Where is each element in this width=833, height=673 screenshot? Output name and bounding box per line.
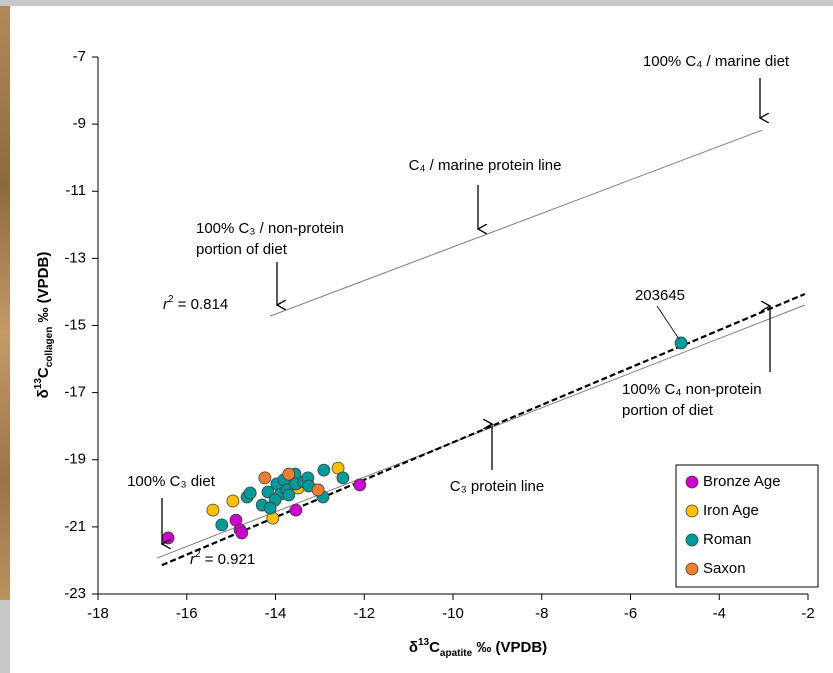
data-point (258, 471, 272, 485)
x-tick-label: -4 (713, 605, 726, 622)
axis-label-part: δ (409, 639, 418, 656)
x-tick-label: -2 (801, 605, 814, 622)
data-point (261, 485, 275, 499)
axis-label-part: C (35, 367, 52, 378)
top-bar (0, 0, 833, 6)
axis-label: δ13Capatite ‰ (VPDB) (409, 637, 547, 659)
x-tick-label: -10 (442, 605, 464, 622)
data-point (282, 467, 296, 481)
annotation: portion of diet (622, 402, 714, 419)
annotation: portion of diet (196, 241, 288, 258)
axis-label-part: ‰ (VPDB) (472, 639, 547, 656)
y-tick-label: -21 (64, 518, 86, 535)
r-value: = 0.814 (174, 296, 229, 313)
legend-swatch (685, 475, 699, 489)
r-value: = 0.921 (201, 551, 256, 568)
y-tick-label: -9 (73, 115, 86, 132)
x-tick-label: -6 (624, 605, 637, 622)
axis-label-part: apatite (440, 648, 473, 659)
legend-swatch (685, 533, 699, 547)
y-tick-label: -11 (65, 182, 86, 199)
data-point (226, 494, 240, 508)
annotation: C₃ protein line (450, 478, 545, 495)
axis-label-part: C (429, 639, 440, 656)
background-strip (0, 600, 10, 673)
x-tick-label: -12 (353, 605, 375, 622)
y-tick-label: -19 (64, 451, 86, 468)
x-tick-label: -8 (535, 605, 548, 622)
r-symbol: r (163, 296, 169, 313)
trend-line (161, 292, 806, 567)
annotation: 100% C₃ diet (127, 473, 216, 490)
background-strip (0, 6, 10, 600)
annotation-leader (656, 305, 680, 340)
data-point (243, 486, 257, 500)
y-tick-label: -7 (73, 48, 86, 65)
axis-label-part: 13 (418, 637, 430, 648)
legend-label: Iron Age (703, 502, 759, 519)
data-point (206, 503, 220, 517)
data-point (353, 478, 367, 492)
data-point (263, 501, 277, 515)
annotation: 100% C₄ non-protein (622, 381, 762, 398)
annotation: C₄ / marine protein line (409, 157, 562, 174)
annotation: 203645 (635, 287, 685, 304)
y-tick-label: -23 (64, 585, 86, 602)
legend-label: Bronze Age (703, 473, 781, 490)
axis-label-part: δ (35, 389, 52, 398)
legend-box (675, 464, 819, 588)
axis-label: δ13Ccollagen ‰ (VPDB) (33, 252, 55, 399)
axis-label-part: collagen (44, 327, 55, 368)
data-point (289, 503, 303, 517)
r-squared-label: r2 = 0.921 (190, 549, 255, 568)
data-point (235, 526, 249, 540)
axis-label-part: ‰ (VPDB) (35, 252, 52, 327)
data-point (336, 471, 350, 485)
y-tick-label: -15 (64, 316, 86, 333)
trend-line (269, 129, 763, 317)
r-squared-label: r2 = 0.814 (163, 294, 228, 313)
data-point (282, 488, 296, 502)
x-tick-label: -18 (87, 605, 109, 622)
annotation: 100% C₃ / non-protein (196, 220, 344, 237)
r-exponent: 2 (195, 549, 201, 560)
data-point (317, 463, 331, 477)
data-point (161, 531, 175, 545)
r-symbol: r (190, 551, 196, 568)
axis-label-part: 13 (33, 378, 44, 390)
legend-label: Saxon (703, 560, 746, 577)
legend-label: Roman (703, 531, 751, 548)
data-point (215, 518, 229, 532)
data-point (674, 336, 688, 350)
r-exponent: 2 (168, 294, 174, 305)
x-tick-label: -16 (176, 605, 198, 622)
y-tick-label: -17 (64, 384, 86, 401)
legend-swatch (685, 562, 699, 576)
data-point (311, 483, 325, 497)
x-tick-label: -14 (265, 605, 287, 622)
legend-swatch (685, 504, 699, 518)
y-tick-label: -13 (64, 249, 86, 266)
annotation: 100% C₄ / marine diet (643, 53, 790, 70)
